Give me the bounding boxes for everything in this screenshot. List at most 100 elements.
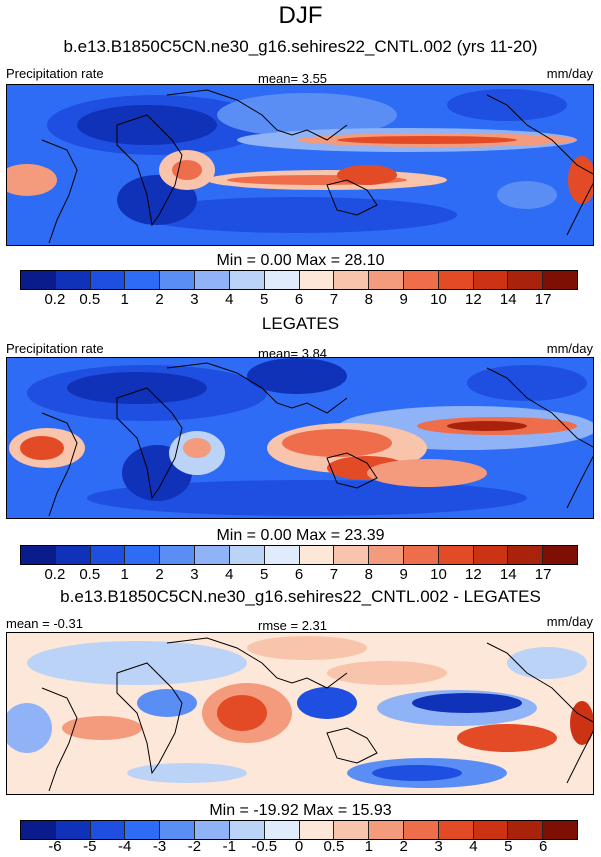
colorbar-swatch	[473, 821, 509, 839]
colorbar-swatch	[334, 821, 370, 839]
colorbar-swatch	[90, 546, 126, 564]
colorbar-swatch	[403, 821, 439, 839]
panel-3-colorbar-ticks: -6 -5 -4 -3 -2 -1 -0.5 0 0.5 1 2 3 4 5 6	[20, 838, 578, 856]
colorbar-swatch	[543, 821, 577, 839]
colorbar-tick-label: 5	[504, 838, 513, 855]
panel-3-map	[6, 632, 594, 795]
colorbar-tick-label: 2	[399, 838, 408, 855]
colorbar-swatch	[473, 271, 509, 289]
colorbar-swatch	[55, 821, 91, 839]
colorbar-tick-label: 0.5	[79, 291, 101, 308]
colorbar-swatch	[160, 271, 196, 289]
colorbar-tick-label: 3	[434, 838, 443, 855]
colorbar-swatch	[21, 271, 56, 289]
colorbar-tick-label: 0.2	[44, 291, 66, 308]
colorbar-tick-label: 10	[430, 291, 447, 308]
colorbar-swatch	[299, 546, 335, 564]
colorbar-tick-label: 4	[469, 838, 478, 855]
panel-1-units-label: mm/day	[546, 66, 593, 81]
colorbar-swatch	[299, 821, 335, 839]
colorbar-tick-label: -4	[117, 838, 132, 855]
colorbar-swatch	[438, 821, 474, 839]
colorbar-tick-label: -6	[48, 838, 62, 855]
colorbar-tick-label: 14	[499, 566, 517, 583]
colorbar-tick-label: -3	[152, 838, 167, 855]
colorbar-swatch	[369, 821, 404, 839]
colorbar-tick-label: -0.5	[251, 838, 278, 855]
colorbar-tick-label: 0.2	[44, 566, 66, 583]
colorbar-tick-label: 3	[190, 566, 199, 583]
panel-1-colorbar	[20, 270, 578, 290]
panel-2-map	[6, 357, 594, 519]
colorbar-swatch	[55, 546, 91, 564]
colorbar-tick-label: 12	[465, 566, 482, 583]
colorbar-swatch	[334, 271, 370, 289]
colorbar-swatch	[543, 546, 577, 564]
panel-3-min-max: Min = -19.92 Max = 15.93	[209, 802, 392, 819]
panel-3-units-label: mm/day	[546, 614, 593, 629]
panel-2-variable-label: Precipitation rate	[6, 341, 104, 356]
colorbar-tick-label: 9	[399, 566, 408, 583]
colorbar-swatch	[508, 546, 544, 564]
panel-2-units-label: mm/day	[546, 341, 593, 356]
colorbar-tick-label: 10	[430, 566, 447, 583]
colorbar-swatch	[125, 821, 161, 839]
colorbar-swatch	[403, 546, 439, 564]
colorbar-tick-label: 6	[294, 566, 304, 583]
colorbar-swatch	[369, 546, 404, 564]
colorbar-swatch	[334, 546, 370, 564]
colorbar-swatch	[160, 546, 196, 564]
colorbar-tick-label: 8	[364, 291, 373, 308]
colorbar-tick-label: 1	[120, 566, 129, 583]
panel-3-rmse-label: rmse = 2.31	[258, 618, 328, 633]
colorbar-tick-label: 6	[294, 291, 304, 308]
colorbar-tick-label: 1	[364, 838, 373, 855]
colorbar-swatch	[264, 821, 300, 839]
colorbar-swatch	[438, 271, 474, 289]
colorbar-swatch	[229, 271, 265, 289]
colorbar-tick-label: 17	[534, 566, 552, 583]
colorbar-swatch	[195, 271, 230, 289]
colorbar-tick-label: 2	[155, 566, 164, 583]
panel-3-colorbar	[20, 820, 578, 840]
colorbar-swatch	[264, 546, 300, 564]
panel-3-mean-label: mean = -0.31	[6, 616, 83, 631]
colorbar-swatch	[299, 271, 335, 289]
colorbar-tick-label: 7	[329, 566, 339, 583]
colorbar-swatch	[90, 821, 126, 839]
colorbar-tick-label: -1	[222, 838, 236, 855]
colorbar-tick-label: 17	[534, 291, 552, 308]
colorbar-tick-label: 2	[155, 291, 164, 308]
colorbar-swatch	[438, 546, 474, 564]
colorbar-swatch	[473, 546, 509, 564]
panel-1-mean-label: mean= 3.55	[258, 71, 328, 86]
colorbar-swatch	[543, 271, 577, 289]
panel-3-heading: b.e13.B1850C5CN.ne30_g16.sehires22_CNTL.…	[60, 587, 541, 606]
colorbar-swatch	[508, 821, 544, 839]
panel-1-colorbar-ticks: 0.2 0.5 1 2 3 4 5 6 7 8 9 10 12 14 17	[20, 291, 578, 309]
colorbar-swatch	[195, 546, 230, 564]
colorbar-tick-label: 1	[120, 291, 129, 308]
colorbar-tick-label: 5	[259, 291, 269, 308]
colorbar-swatch	[125, 271, 161, 289]
colorbar-swatch	[508, 271, 544, 289]
colorbar-tick-label: 12	[465, 291, 482, 308]
colorbar-tick-label: 0	[294, 838, 304, 855]
panel-2-heading: LEGATES	[261, 314, 340, 333]
colorbar-swatch	[264, 271, 300, 289]
colorbar-swatch	[369, 271, 404, 289]
colorbar-swatch	[229, 821, 265, 839]
colorbar-tick-label: 8	[364, 566, 373, 583]
colorbar-tick-label: 0.5	[323, 838, 345, 855]
panel-1-min-max: Min = 0.00 Max = 28.10	[216, 252, 385, 269]
colorbar-tick-label: 3	[190, 291, 199, 308]
panel-2-colorbar-ticks: 0.2 0.5 1 2 3 4 5 6 7 8 9 10 12 14 17	[20, 566, 578, 584]
colorbar-tick-label: -2	[187, 838, 202, 855]
colorbar-swatch	[125, 546, 161, 564]
colorbar-tick-label: 14	[499, 291, 517, 308]
colorbar-tick-label: 4	[225, 291, 234, 308]
colorbar-swatch	[160, 821, 196, 839]
colorbar-tick-label: -5	[83, 838, 97, 855]
colorbar-swatch	[21, 546, 56, 564]
figure-title: DJF	[278, 2, 323, 29]
